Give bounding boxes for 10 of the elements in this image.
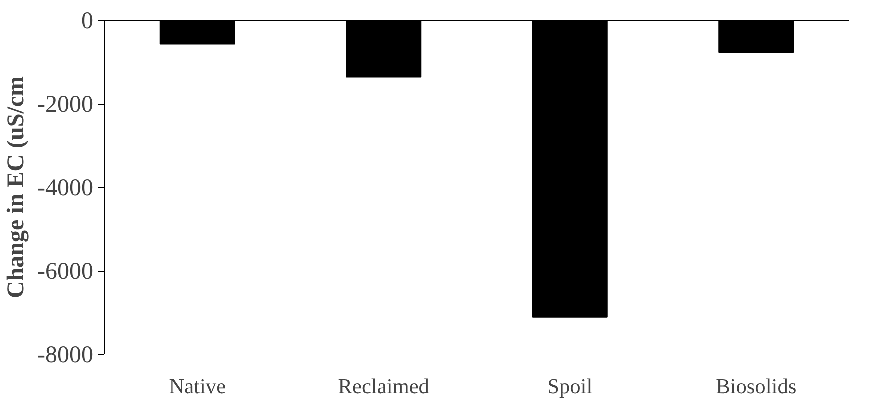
x-tick-label: Biosolids [716,374,797,398]
x-tick-label: Spoil [548,374,593,398]
y-tick-label: -4000 [38,176,94,202]
y-tick-label: -6000 [38,259,94,285]
y-tick-label: -8000 [38,342,94,368]
y-tick-label: -2000 [38,92,94,118]
x-tick-label: Native [169,374,226,398]
y-tick-label: 0 [82,8,94,34]
y-axis-title: Change in EC (uS/cm [4,76,30,299]
x-tick-label: Reclaimed [338,374,430,398]
